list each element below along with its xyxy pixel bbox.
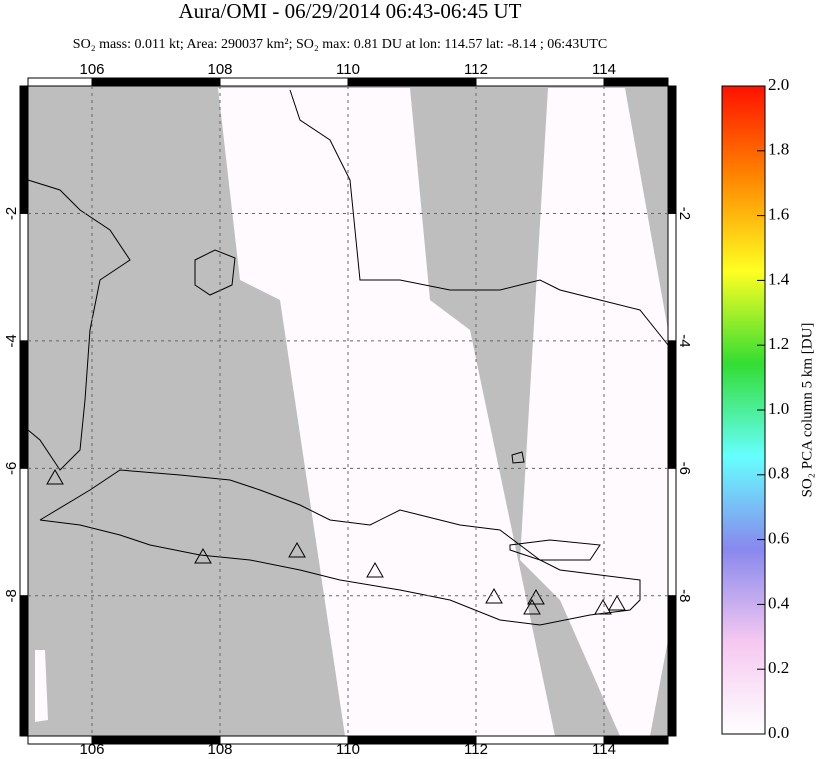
lat-tick-label: -8 <box>3 589 20 602</box>
coastline <box>509 539 601 561</box>
lon-tick-label: 108 <box>207 741 232 758</box>
colorbar-tick-label: 1.8 <box>768 140 789 159</box>
title: Aura/OMI - 06/29/2014 06:43-06:45 UT <box>179 0 522 23</box>
frame-band <box>27 77 93 87</box>
lon-tick-label: 106 <box>79 61 104 78</box>
lon-tick-label: 110 <box>336 741 360 758</box>
lon-tick-label: 110 <box>336 61 360 78</box>
lat-tick-label: -6 <box>676 462 693 475</box>
colorbar-tick-label: 0.0 <box>768 723 789 742</box>
coastline <box>27 179 131 471</box>
frame-band <box>667 595 677 737</box>
coastline <box>289 89 669 346</box>
colorbar-tick-label: 0.6 <box>768 529 789 548</box>
colorbar-tick-label: 1.0 <box>768 399 789 418</box>
subtitle: SO₂ mass: 0.011 kt; Area: 290037 km²; SO… <box>73 37 607 52</box>
lon-tick-label: 112 <box>464 741 488 758</box>
map-frame <box>19 77 677 745</box>
lon-tick-label: 114 <box>592 741 616 758</box>
frame-band <box>475 735 605 745</box>
frame-band <box>347 735 477 745</box>
colorbar-tick-label: 2.0 <box>768 75 789 94</box>
volcano <box>527 588 545 605</box>
frame-band <box>19 85 29 214</box>
frame-band <box>667 467 677 597</box>
frame-band <box>603 77 669 87</box>
colorbar-label: SO₂ PCA column 5 km [DU] <box>799 323 815 498</box>
colorbar-tick-label: 0.2 <box>768 658 789 677</box>
volcano <box>523 598 541 615</box>
frame-band <box>667 340 677 469</box>
lat-tick-label: -4 <box>3 334 20 347</box>
lat-tick-label: -2 <box>676 207 693 220</box>
coastline <box>39 469 641 626</box>
frame-band <box>19 467 29 597</box>
frame-band <box>19 340 29 469</box>
lat-tick-label: -6 <box>3 462 20 475</box>
swath <box>218 88 555 736</box>
volcano <box>194 547 212 564</box>
lat-tick-label: -4 <box>676 334 693 347</box>
lon-tick-label: 114 <box>592 61 616 78</box>
lon-tick-label: 112 <box>464 61 488 78</box>
volcano <box>46 468 64 485</box>
colorbar-tick-label: 1.2 <box>768 334 789 353</box>
volcano <box>608 594 626 611</box>
coastline <box>511 451 525 464</box>
volcano <box>288 541 306 558</box>
frame-band <box>219 77 349 87</box>
colorbar-tick-label: 1.4 <box>768 269 790 288</box>
colorbar-tick-label: 1.6 <box>768 205 789 224</box>
frame-band <box>19 595 29 737</box>
frame-band <box>91 77 221 87</box>
volcano <box>594 598 612 615</box>
frame-band <box>91 735 221 745</box>
frame-band <box>667 212 677 342</box>
frame-band <box>347 77 477 87</box>
colorbar-tick-label: 0.4 <box>768 593 790 612</box>
map <box>27 86 669 736</box>
volcano <box>366 561 384 578</box>
colorbar-tick-label: 0.8 <box>768 464 789 483</box>
lat-tick-label: -2 <box>3 207 20 220</box>
frame-band <box>19 212 29 342</box>
lon-tick-label: 106 <box>79 741 104 758</box>
lat-tick-label: -8 <box>676 589 693 602</box>
swath <box>520 88 668 736</box>
frame-band <box>475 77 605 87</box>
lon-tick-label: 108 <box>207 61 232 78</box>
frame-band <box>219 735 349 745</box>
swath <box>35 650 48 722</box>
frame-band <box>667 85 677 214</box>
coastline <box>194 249 236 296</box>
